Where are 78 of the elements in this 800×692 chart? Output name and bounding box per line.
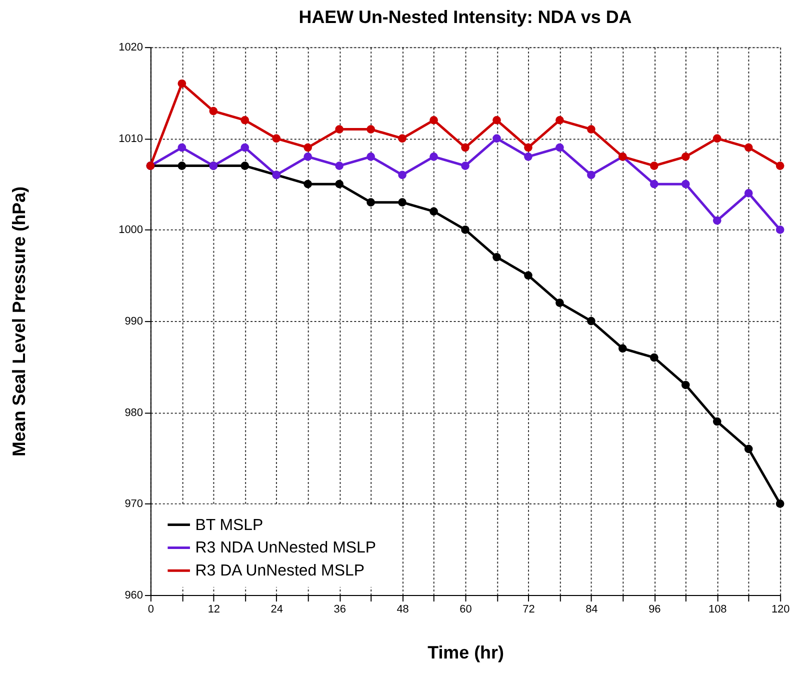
y-tick-label: 990 [124, 316, 143, 328]
y-axis-title: Mean Seal Level Pressure (hPa) [8, 186, 29, 457]
point [461, 143, 470, 152]
x-axis-title: Time (hr) [428, 642, 504, 662]
point [587, 125, 596, 134]
point [712, 134, 722, 143]
point [744, 189, 753, 198]
point [492, 116, 501, 124]
x-tick-label: 84 [586, 603, 598, 616]
y-tick-label: 1010 [118, 132, 143, 145]
point [556, 143, 564, 152]
point [618, 344, 627, 353]
y-tick-label: 970 [124, 498, 143, 510]
point [556, 298, 564, 307]
x-tick-label: 60 [460, 603, 472, 616]
point [304, 143, 312, 152]
point [776, 162, 784, 170]
point [366, 198, 375, 206]
point [272, 134, 281, 143]
point [430, 152, 438, 161]
point [587, 170, 596, 180]
point [398, 198, 406, 206]
x-tick-label: 24 [270, 603, 283, 616]
point [712, 216, 722, 225]
point [366, 152, 375, 161]
point [461, 226, 470, 234]
y-tick-label: 980 [124, 406, 143, 419]
x-tick-label: 0 [148, 603, 154, 616]
point [240, 162, 250, 170]
point [744, 143, 753, 152]
point [712, 417, 722, 426]
point [240, 143, 250, 152]
point [744, 444, 753, 454]
x-tick-label: 72 [522, 603, 535, 616]
point [304, 152, 312, 161]
point [178, 143, 186, 152]
point [398, 134, 406, 143]
point [524, 152, 532, 161]
chart-title: HAEW Un-Nested Intensity: NDA vs DA [298, 7, 632, 28]
point [304, 180, 312, 188]
point [681, 152, 690, 161]
point [650, 180, 658, 188]
legend-label: BT MSLP [195, 516, 264, 534]
x-tick-label: 96 [648, 603, 661, 616]
point [681, 180, 690, 188]
point [209, 106, 218, 116]
point [430, 207, 438, 216]
point [240, 116, 250, 124]
y-tick-label: 1020 [118, 42, 143, 54]
point [776, 500, 784, 508]
point [335, 180, 344, 188]
x-tick-label: 48 [396, 603, 409, 616]
point [461, 162, 470, 170]
x-tick-label: 36 [334, 603, 346, 616]
point [366, 125, 375, 134]
point [492, 134, 501, 143]
y-tick-label: 1000 [118, 224, 143, 236]
point [776, 226, 784, 234]
legend-label: R3 NDA UnNested MSLP [195, 540, 376, 557]
point [492, 252, 501, 262]
point [524, 143, 532, 152]
x-tick-label: 120 [771, 603, 790, 616]
point [335, 125, 344, 134]
point [556, 116, 564, 124]
point [524, 271, 532, 280]
x-tick-label: 12 [208, 603, 220, 616]
y-tick-label: 960 [124, 590, 143, 602]
point [178, 79, 186, 88]
point [650, 162, 658, 170]
point [398, 170, 406, 180]
legend-label: R3 DA UnNested MSLP [195, 562, 364, 580]
point [335, 162, 344, 170]
point [430, 116, 438, 124]
point [650, 353, 658, 362]
point [178, 162, 186, 170]
point [681, 380, 690, 390]
point [587, 316, 596, 326]
x-tick-label: 108 [708, 603, 727, 616]
